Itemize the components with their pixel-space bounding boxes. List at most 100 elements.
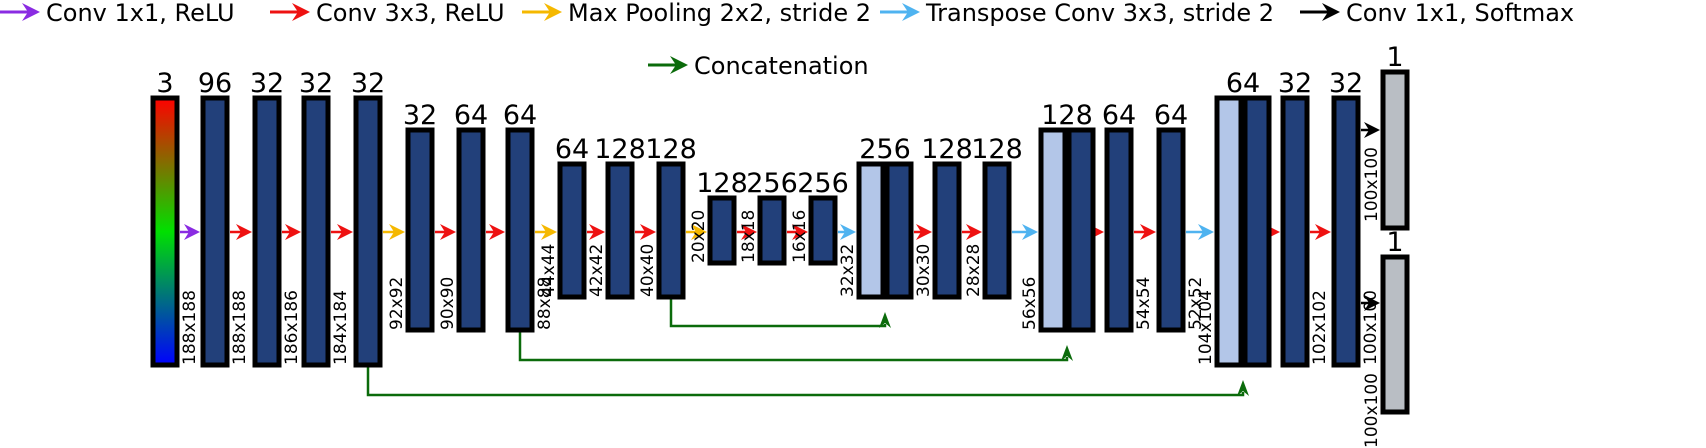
channel-count-label: 64 <box>454 100 488 131</box>
concat-skip-rect <box>1242 95 1272 368</box>
feature-block: 3 188x188 <box>150 68 200 368</box>
op-arrow <box>383 224 405 240</box>
feature-map-rect <box>982 161 1012 300</box>
skip-arrow-head <box>879 312 891 328</box>
feature-block: 128 30x30 <box>914 134 973 300</box>
legend-item: Conv 3x3, ReLU <box>270 0 505 27</box>
spatial-size-label: 54x54 <box>1134 277 1154 330</box>
op-arrow-head <box>541 224 557 240</box>
feature-map-rect <box>301 95 331 368</box>
op-arrow-head <box>440 224 456 240</box>
op-arrow <box>962 224 982 240</box>
feature-map-rect <box>808 195 838 266</box>
op-arrow <box>587 224 605 240</box>
skip-connection <box>669 297 891 328</box>
channel-count-label: 1 <box>1386 42 1403 73</box>
feature-map-rect <box>252 95 282 368</box>
feature-block: 128 28x28 <box>964 134 1023 300</box>
legend-item: Concatenation <box>648 52 869 80</box>
channel-count-label: 128 <box>696 168 748 199</box>
op-arrow-head <box>1022 224 1038 240</box>
channel-count-label: 32 <box>250 68 284 99</box>
concat-upsampled-rect <box>1214 95 1244 368</box>
skip-arrow-head <box>1237 380 1249 396</box>
op-arrow <box>331 224 353 240</box>
legend: Conv 1x1, ReLU Conv 3x3, ReLU Max Pooling … <box>0 0 1574 80</box>
legend-item: Max Pooling 2x2, stride 2 <box>522 0 871 27</box>
feature-map-rect <box>505 127 535 333</box>
spatial-size-label: 104x104 <box>1196 290 1216 365</box>
legend-arrow-head <box>544 3 562 21</box>
legend-arrow-head <box>22 3 40 21</box>
feature-block: 32 102x102 <box>1278 68 1330 368</box>
spatial-size-label: 44x44 <box>539 244 559 297</box>
op-arrow-head <box>236 224 252 240</box>
op-arrow <box>737 224 757 240</box>
concat-skip-rect <box>1066 127 1096 333</box>
feature-block: 1 100x100 <box>1362 227 1410 448</box>
spatial-size-label: 42x42 <box>587 244 607 297</box>
legend-label: Concatenation <box>694 52 869 80</box>
feature-map-rect <box>557 161 587 300</box>
input-image-rect <box>150 95 180 368</box>
spatial-size-label: 188x188 <box>180 290 200 365</box>
op-arrow <box>1310 224 1331 240</box>
op-arrow-head <box>1364 122 1380 138</box>
skip-arrow-head <box>1061 345 1073 361</box>
spatial-size-label: 88x88 <box>535 277 555 330</box>
op-arrow <box>1134 224 1156 240</box>
feature-map-rect <box>605 161 635 300</box>
spatial-size-label: 18x18 <box>739 210 759 263</box>
op-arrow <box>1361 122 1380 138</box>
channel-count-label: 128 <box>921 134 973 165</box>
legend-item: Transpose Conv 3x3, stride 2 <box>880 0 1274 27</box>
skip-line <box>669 297 887 328</box>
channel-count-label: 128 <box>594 134 646 165</box>
skip-connection <box>518 330 1073 362</box>
op-arrow <box>230 224 252 240</box>
op-arrow <box>1361 295 1380 311</box>
op-arrow-head <box>1364 295 1380 311</box>
feature-block: 32 184x184 <box>299 68 351 368</box>
feature-block: 64 88x88 <box>503 100 555 333</box>
channel-count-label: 256 <box>797 168 849 199</box>
channel-count-label: 256 <box>859 134 911 165</box>
feature-block: 64 104x104 <box>1196 68 1272 368</box>
feature-block: 128 40x40 <box>638 134 697 300</box>
op-arrow-head <box>1315 224 1331 240</box>
op-arrow-head <box>840 224 856 240</box>
feature-block: 32 100x100 <box>1329 68 1381 368</box>
channel-count-label: 64 <box>1226 68 1260 99</box>
legend-label: Conv 3x3, ReLU <box>316 0 505 27</box>
op-arrow <box>1186 224 1214 240</box>
feature-map-rect <box>757 195 787 266</box>
legend-arrow-head <box>670 56 688 74</box>
channel-count-label: 128 <box>971 134 1023 165</box>
feature-block: 128 56x56 <box>1020 100 1096 333</box>
skip-line <box>518 330 1069 362</box>
feature-map-rect <box>1156 127 1186 333</box>
op-arrow <box>535 224 557 240</box>
spatial-size-label: 28x28 <box>964 244 984 297</box>
op-arrow-head <box>741 224 757 240</box>
op-arrow-head <box>640 224 656 240</box>
feature-block: 128 42x42 <box>587 134 646 300</box>
concat-upsampled-rect <box>1038 127 1068 333</box>
legend-arrow-head <box>902 3 920 21</box>
skip-line <box>366 365 1245 397</box>
channel-count-label: 32 <box>1329 68 1363 99</box>
channel-count-label: 64 <box>1154 100 1188 131</box>
legend-item: Conv 1x1, Softmax <box>1300 0 1574 27</box>
legend-arrow-head <box>292 3 310 21</box>
op-arrow-head <box>389 224 405 240</box>
spatial-size-label: 102x102 <box>1310 290 1330 365</box>
op-arrow-head <box>966 224 982 240</box>
spatial-size-label: 30x30 <box>914 244 934 297</box>
feature-map-rect <box>405 127 435 333</box>
op-arrow-head <box>184 224 200 240</box>
channel-count-label: 128 <box>645 134 697 165</box>
channel-count-label: 32 <box>1278 68 1312 99</box>
spatial-size-label: 188x188 <box>230 290 250 365</box>
channel-count-label: 96 <box>198 68 232 99</box>
